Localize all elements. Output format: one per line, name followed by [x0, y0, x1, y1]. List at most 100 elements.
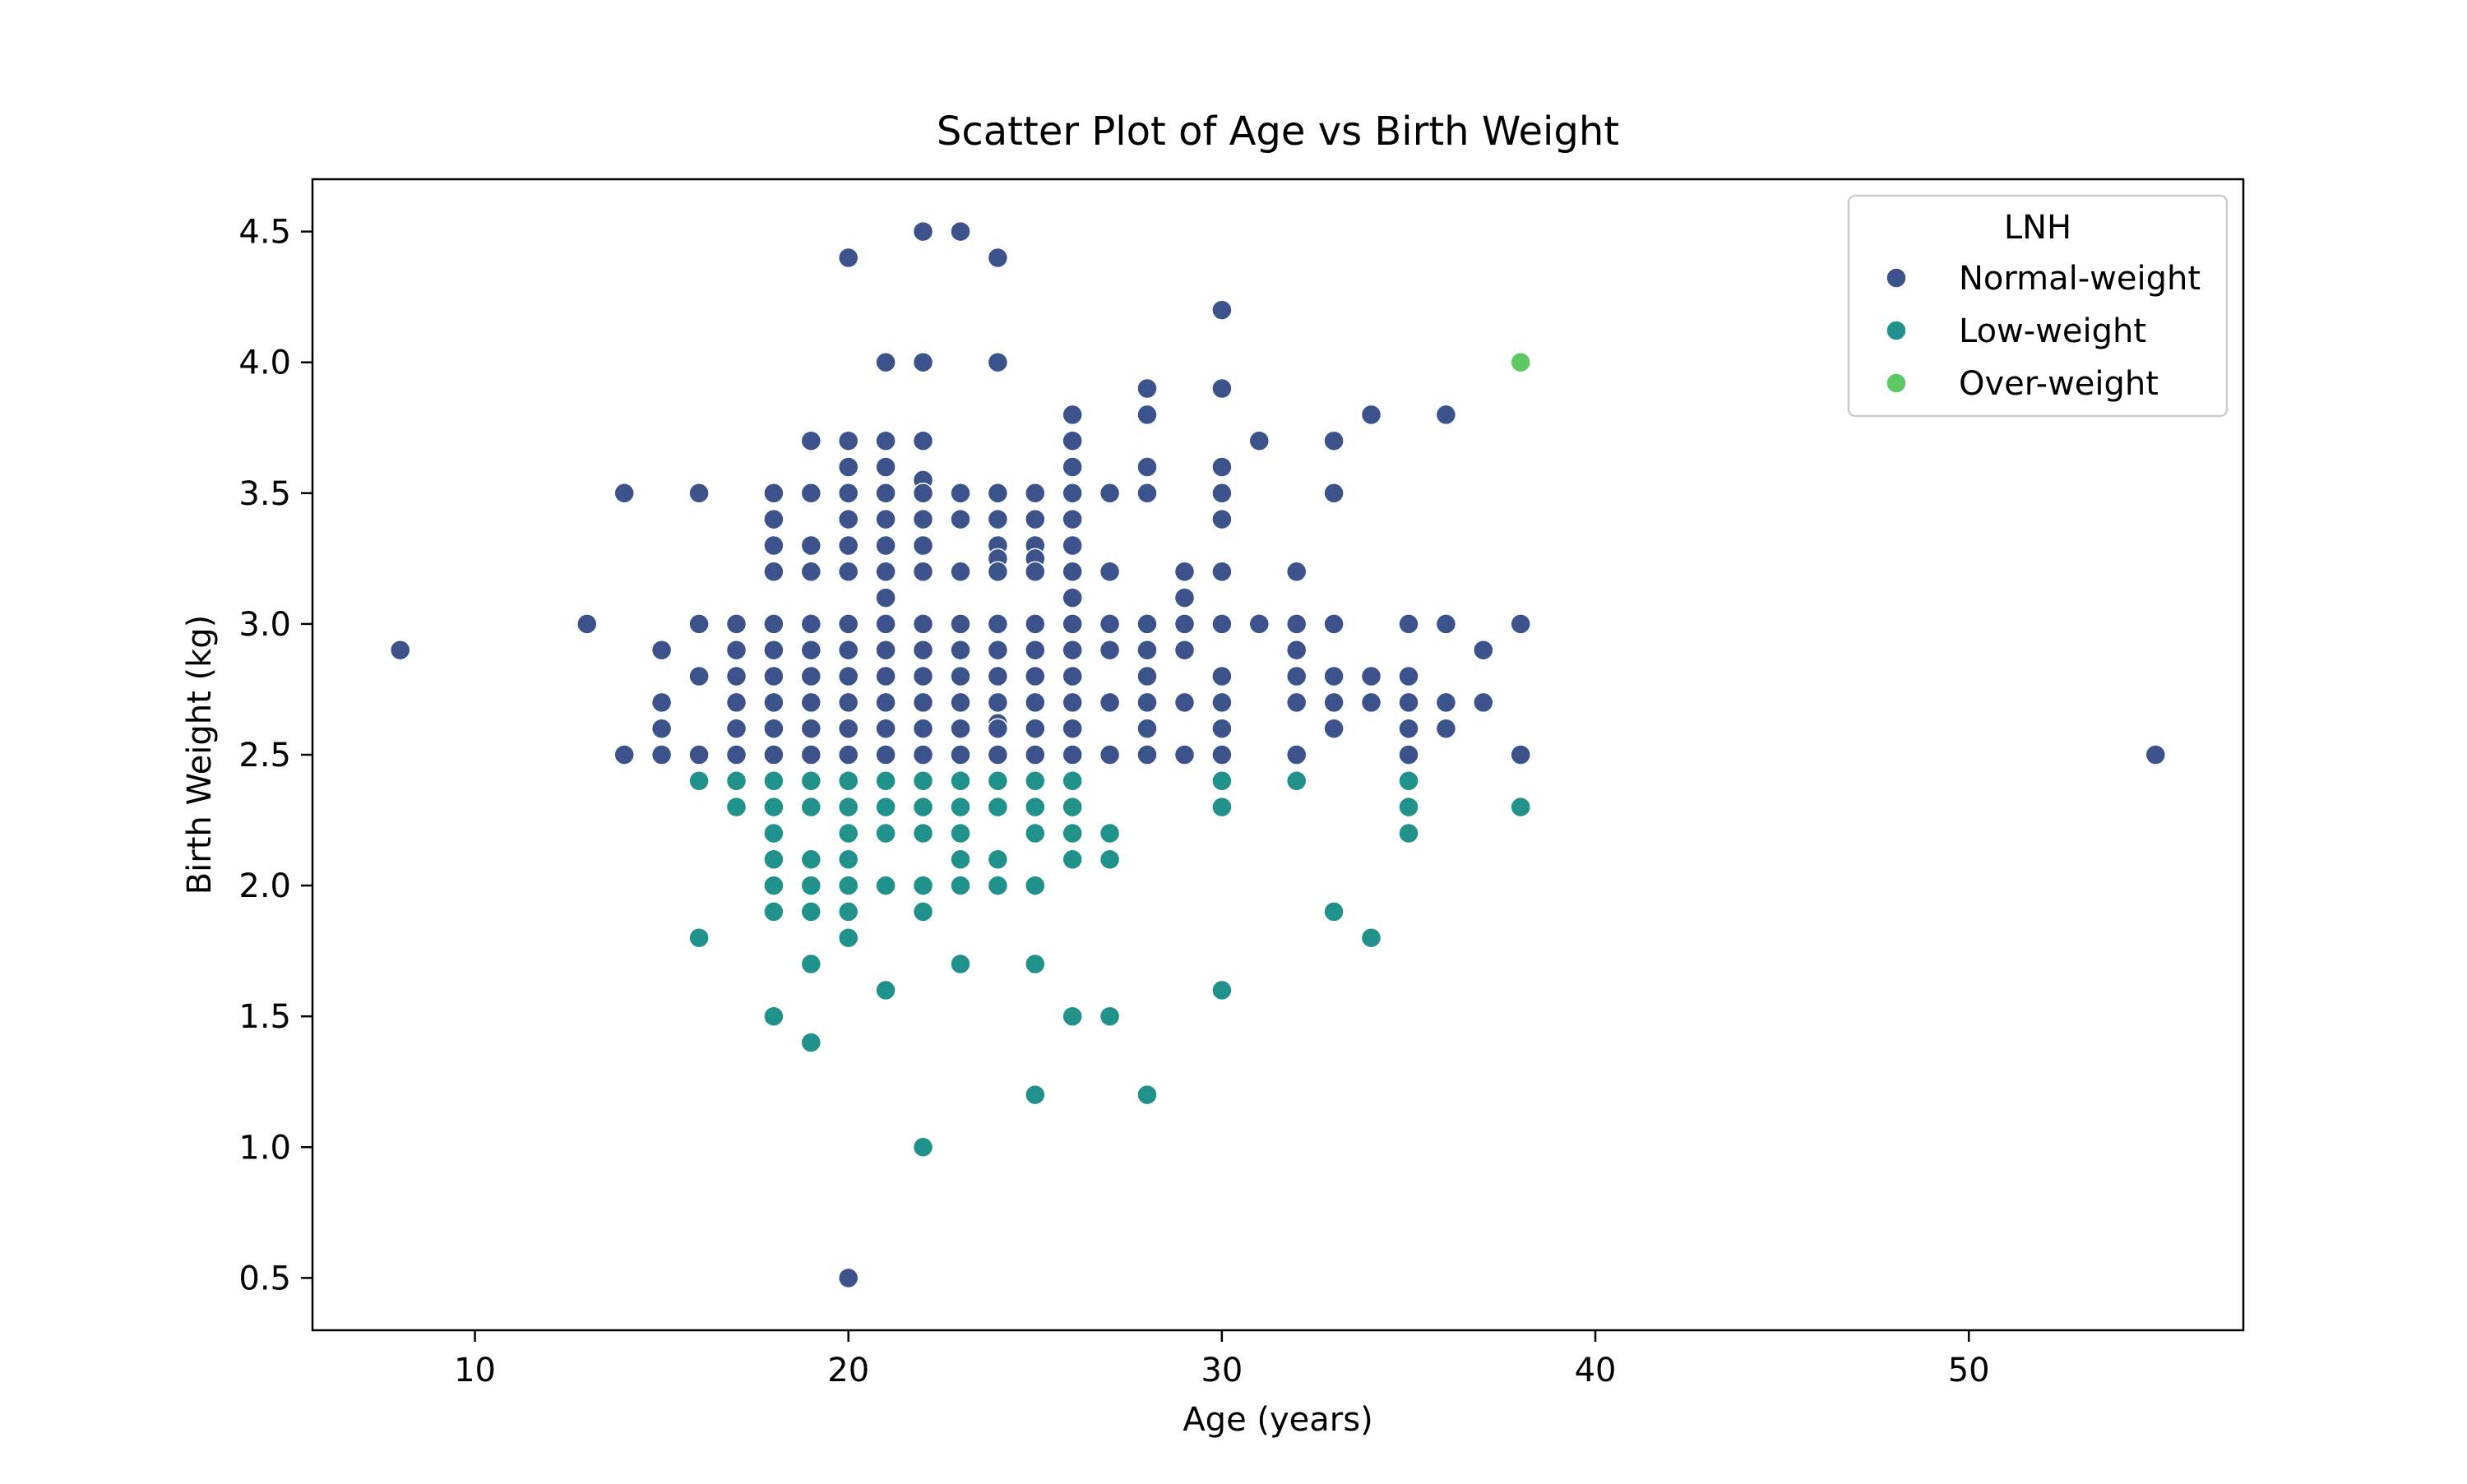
y-tick-label: 3.0 — [238, 606, 291, 644]
legend-label-normal-weight: Normal-weight — [1959, 260, 2201, 298]
data-point-normal-weight — [576, 613, 598, 635]
data-point-normal-weight — [763, 665, 785, 687]
x-axis-label: Age (years) — [1183, 1401, 1372, 1439]
data-point-low-weight — [763, 770, 785, 792]
data-point-normal-weight — [763, 534, 785, 557]
data-point-normal-weight — [1062, 613, 1083, 635]
data-point-normal-weight — [1099, 691, 1121, 714]
data-point-low-weight — [837, 822, 859, 844]
data-point-normal-weight — [1136, 483, 1158, 504]
data-point-normal-weight — [1173, 691, 1196, 714]
data-point-normal-weight — [800, 744, 822, 765]
data-point-low-weight — [800, 770, 822, 792]
data-point-normal-weight — [837, 613, 859, 635]
data-point-normal-weight — [1323, 691, 1345, 714]
data-point-normal-weight — [875, 430, 896, 451]
data-point-normal-weight — [800, 613, 822, 635]
data-point-normal-weight — [1510, 744, 1531, 765]
x-tick-label: 30 — [1201, 1352, 1243, 1389]
data-point-normal-weight — [950, 639, 971, 661]
data-point-normal-weight — [800, 639, 822, 661]
data-point-normal-weight — [875, 456, 896, 478]
data-point-normal-weight — [1323, 665, 1345, 687]
data-point-normal-weight — [763, 639, 785, 661]
data-point-low-weight — [875, 875, 896, 896]
data-point-normal-weight — [1360, 665, 1382, 687]
y-tick-label: 4.0 — [238, 344, 291, 382]
data-point-normal-weight — [1435, 613, 1457, 635]
data-point-normal-weight — [875, 691, 896, 714]
data-point-normal-weight — [987, 691, 1009, 714]
data-point-normal-weight — [875, 665, 896, 687]
data-point-low-weight — [1398, 822, 1419, 844]
data-point-low-weight — [875, 770, 896, 792]
data-point-normal-weight — [837, 508, 859, 530]
data-point-normal-weight — [1062, 718, 1083, 739]
data-point-normal-weight — [875, 587, 896, 608]
data-point-normal-weight — [763, 691, 785, 714]
data-point-normal-weight — [837, 483, 859, 504]
data-point-normal-weight — [1398, 744, 1419, 765]
data-point-normal-weight — [1473, 691, 1494, 714]
data-point-normal-weight — [1173, 613, 1196, 635]
data-point-normal-weight — [1173, 639, 1196, 661]
legend-marker-normal-weight — [1886, 267, 1907, 289]
data-point-low-weight — [1136, 1084, 1158, 1106]
data-point-normal-weight — [800, 483, 822, 504]
data-point-low-weight — [763, 848, 785, 871]
data-point-normal-weight — [1285, 665, 1308, 687]
data-point-normal-weight — [1025, 691, 1046, 714]
data-point-normal-weight — [1285, 613, 1308, 635]
data-point-normal-weight — [1136, 691, 1158, 714]
data-point-low-weight — [987, 848, 1009, 871]
data-point-low-weight — [912, 875, 934, 896]
data-point-normal-weight — [1062, 691, 1083, 714]
data-point-low-weight — [950, 848, 971, 871]
data-point-low-weight — [1323, 901, 1345, 922]
data-point-low-weight — [725, 770, 748, 792]
data-point-normal-weight — [875, 534, 896, 557]
data-point-normal-weight — [1062, 587, 1083, 608]
data-point-low-weight — [987, 875, 1009, 896]
data-point-normal-weight — [688, 744, 710, 765]
data-point-normal-weight — [725, 613, 748, 635]
data-point-normal-weight — [1211, 665, 1233, 687]
data-point-normal-weight — [950, 718, 971, 739]
data-point-normal-weight — [1211, 299, 1233, 321]
data-point-normal-weight — [1136, 718, 1158, 739]
data-point-normal-weight — [987, 247, 1009, 269]
data-point-normal-weight — [800, 691, 822, 714]
data-point-low-weight — [987, 796, 1009, 818]
data-point-normal-weight — [837, 456, 859, 478]
data-point-normal-weight — [800, 665, 822, 687]
data-point-normal-weight — [837, 691, 859, 714]
data-point-over-weight — [1510, 351, 1531, 373]
y-tick-label: 2.0 — [238, 867, 291, 905]
data-point-low-weight — [1211, 979, 1233, 1001]
x-tick-label: 50 — [1948, 1352, 1990, 1389]
data-point-low-weight — [1099, 848, 1121, 871]
data-point-normal-weight — [1062, 744, 1083, 765]
data-point-normal-weight — [1099, 639, 1121, 661]
data-point-normal-weight — [1099, 744, 1121, 765]
data-point-normal-weight — [837, 247, 859, 269]
data-point-normal-weight — [650, 744, 673, 765]
data-point-low-weight — [1025, 953, 1046, 975]
data-point-normal-weight — [912, 613, 934, 635]
data-point-low-weight — [725, 796, 748, 818]
data-point-normal-weight — [1062, 483, 1083, 504]
data-point-normal-weight — [987, 639, 1009, 661]
data-point-normal-weight — [1136, 744, 1158, 765]
data-point-low-weight — [1211, 770, 1233, 792]
data-point-normal-weight — [1025, 508, 1046, 530]
data-point-normal-weight — [2145, 744, 2167, 765]
data-point-normal-weight — [1211, 744, 1233, 765]
data-point-low-weight — [837, 927, 859, 949]
data-point-normal-weight — [950, 744, 971, 765]
data-point-low-weight — [688, 927, 710, 949]
data-point-normal-weight — [837, 665, 859, 687]
data-point-normal-weight — [763, 561, 785, 583]
data-point-normal-weight — [987, 665, 1009, 687]
legend-marker-over-weight — [1886, 372, 1907, 394]
